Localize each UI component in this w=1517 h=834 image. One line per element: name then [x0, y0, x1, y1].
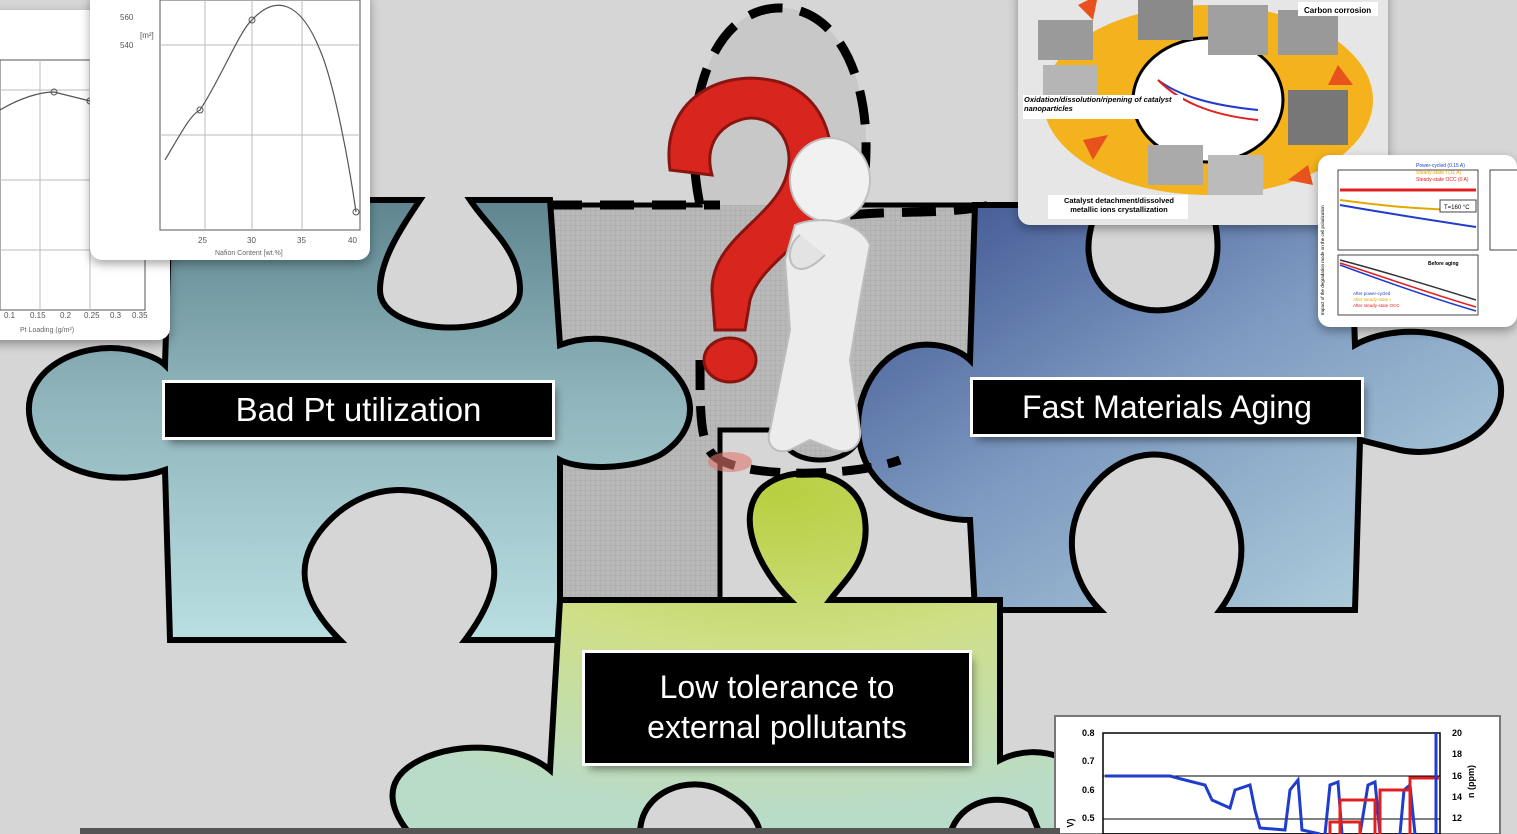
- x-tick: 0.15: [30, 311, 46, 320]
- oxidation-label: Oxidation/dissolution/ripening of cataly…: [1024, 95, 1172, 113]
- y2-tick: 16: [1452, 771, 1463, 781]
- y-tick: 540: [120, 41, 134, 50]
- bottom-hole-right: [947, 796, 1043, 834]
- y-unit: [m²]: [140, 31, 154, 40]
- legend2-power: After power-cycled: [1353, 291, 1391, 296]
- thinking-figure: [767, 137, 872, 453]
- y2-tick: 20: [1452, 728, 1463, 738]
- fast-materials-aging-label: Fast Materials Aging: [973, 380, 1361, 434]
- y-tick: 0.6: [1082, 785, 1095, 795]
- x-axis-label: Pt Loading (g/m²): [20, 327, 74, 334]
- before-aging-label: Before aging: [1428, 261, 1459, 267]
- y2-axis-label: n (ppm): [1466, 765, 1476, 798]
- aging-plot: Power-cycled (0.15 A) Steady-state I (11…: [1318, 155, 1517, 327]
- y-tick: 0.8: [1082, 728, 1095, 738]
- legend-steady-state: Steady-state I (11 A): [1416, 170, 1462, 176]
- low-tolerance-label: Low tolerance to external pollutants: [585, 653, 969, 763]
- y2-tick: 18: [1452, 749, 1463, 759]
- pollutant-ticks: 0.8 0.7 0.6 0.5 V) 20 18 16 14 12 n (ppm…: [1066, 728, 1500, 834]
- x-tick: 0.3: [110, 311, 122, 320]
- aging-y-label: Impact of the degradation mode on the ce…: [1320, 205, 1325, 315]
- y2-tick: 12: [1452, 813, 1463, 823]
- x-axis-label: Nafion Content [wt.%]: [215, 250, 283, 257]
- low-tolerance-line1: Low tolerance to: [659, 669, 895, 705]
- degradation-graphic: Carbon corrosion Oxidation/dissolution/r…: [1023, 0, 1378, 219]
- x-tick: 30: [247, 236, 256, 245]
- x-tick: 35: [297, 236, 306, 245]
- nafion-chart: 560 540 [m²] 25 30 35 40 Nafion Content …: [120, 0, 361, 257]
- x-tick: 0.2: [60, 311, 72, 320]
- pollutant-plot: [1054, 715, 1501, 834]
- bottom-dark-bar: [80, 828, 1060, 834]
- bottom-hole: [637, 781, 763, 834]
- x-tick: 25: [198, 236, 207, 245]
- low-tolerance-line2: external pollutants: [647, 709, 907, 745]
- y-axis-label: V): [1065, 818, 1076, 828]
- legend-power-cycled: Power-cycled (0.15 A): [1416, 163, 1465, 169]
- carbon-corrosion-label: Carbon corrosion: [1304, 6, 1371, 15]
- y-tick: 0.7: [1082, 756, 1095, 766]
- x-tick: 0.1: [4, 311, 16, 320]
- aging-chart: Power-cycled (0.15 A) Steady-state I (11…: [1320, 163, 1517, 316]
- y2-tick: 14: [1452, 792, 1463, 802]
- legend2-occ: After steady-state OCC: [1353, 303, 1400, 308]
- y-tick: 560: [120, 13, 134, 22]
- legend2-steady: After steady-state I: [1353, 297, 1391, 302]
- nafion-content-plot: 560 540 [m²] 25 30 35 40 Nafion Content …: [90, 0, 370, 260]
- x-tick: 0.25: [84, 311, 100, 320]
- y-tick: 0.5: [1082, 813, 1095, 823]
- x-tick: 0.35: [132, 311, 148, 320]
- degradation-diagram: Carbon corrosion Oxidation/dissolution/r…: [1018, 0, 1388, 225]
- bad-pt-utilization-label: Bad Pt utilization: [165, 383, 552, 437]
- detachment-label: Catalyst detachment/dissolved metallic i…: [1063, 196, 1175, 214]
- x-tick: 40: [348, 236, 357, 245]
- legend-steady-occ: Steady-state OCC (0 A): [1416, 177, 1469, 183]
- question-mark-icon: [667, 76, 834, 472]
- temperature-annotation: T=160 °C: [1444, 205, 1470, 211]
